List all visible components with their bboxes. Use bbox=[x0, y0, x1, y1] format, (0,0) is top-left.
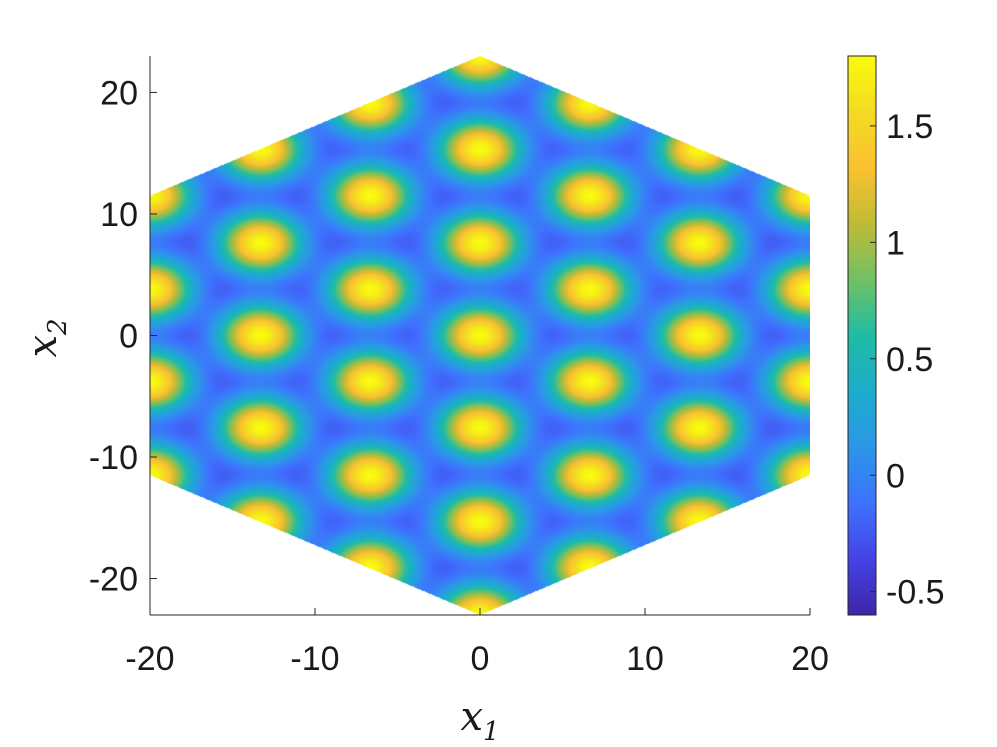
colorbar-gradient bbox=[848, 56, 876, 615]
x-axis-label: x1 bbox=[460, 694, 499, 747]
y-tick-label: 0 bbox=[119, 318, 138, 356]
colorbar: -0.5 0 0.5 1 1.5 bbox=[847, 55, 945, 616]
heatmap-image bbox=[150, 56, 810, 615]
colorbar-tick-label: -0.5 bbox=[886, 574, 945, 612]
x-tick-label: 0 bbox=[471, 640, 490, 678]
y-ticks: -20 -10 0 10 20 bbox=[89, 74, 157, 599]
x-tick-label: -20 bbox=[125, 640, 174, 678]
x-tick-label: 10 bbox=[626, 640, 664, 678]
colorbar-frame bbox=[847, 55, 877, 616]
y-tick-label: -20 bbox=[89, 561, 138, 599]
colorbar-tick-label: 1 bbox=[886, 224, 905, 262]
y-tick-label: 20 bbox=[100, 74, 138, 112]
y-tick-label: 10 bbox=[100, 196, 138, 234]
colorbar-tick-label: 0 bbox=[886, 457, 905, 495]
x-tick-label: -10 bbox=[290, 640, 339, 678]
y-tick-label: -10 bbox=[89, 439, 138, 477]
colorbar-tick-label: 0.5 bbox=[886, 341, 933, 379]
y-axis-label: x2 bbox=[20, 318, 73, 357]
x-ticks: -20 -10 0 10 20 bbox=[125, 608, 829, 678]
x-tick-label: 20 bbox=[791, 640, 829, 678]
heatmap-plot: -20 -10 0 10 20 -20 -10 0 10 20 bbox=[89, 56, 829, 678]
colorbar-tick-label: 1.5 bbox=[886, 108, 933, 146]
colorbar-ticks: -0.5 0 0.5 1 1.5 bbox=[870, 108, 945, 612]
